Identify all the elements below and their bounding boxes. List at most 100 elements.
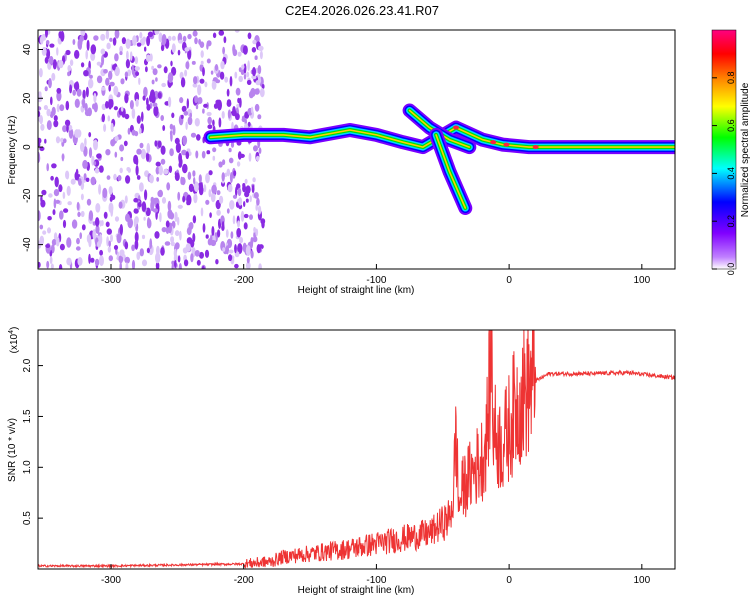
noise-speck [129, 51, 133, 61]
noise-speck [141, 234, 146, 240]
noise-speck [119, 261, 122, 269]
noise-speck [88, 147, 93, 159]
noise-speck [123, 140, 128, 147]
noise-speck [76, 201, 80, 211]
noise-speck [119, 249, 125, 257]
noise-speck [259, 50, 263, 60]
noise-speck [144, 46, 147, 52]
noise-speck [106, 42, 111, 50]
noise-speck [139, 248, 144, 257]
noise-speck [166, 182, 171, 191]
noise-speck [191, 60, 196, 65]
noise-speck [178, 263, 182, 269]
noise-speck [199, 41, 205, 48]
noise-speck [196, 134, 201, 141]
noise-speck [132, 35, 137, 46]
noise-speck [171, 112, 175, 119]
noise-speck [252, 39, 257, 45]
noise-speck [143, 86, 148, 98]
noise-speck [212, 119, 215, 127]
noise-speck [206, 58, 211, 64]
noise-speck [200, 60, 204, 65]
noise-speck [157, 140, 162, 148]
noise-speck [62, 219, 67, 229]
noise-speck [215, 79, 221, 84]
noise-speck [233, 170, 237, 177]
snr-multiplier: (x104) [8, 327, 20, 354]
noise-speck [44, 56, 49, 64]
noise-speck [152, 208, 159, 213]
noise-speck [133, 197, 139, 203]
noise-speck [131, 244, 136, 252]
noise-speck [160, 247, 165, 256]
noise-speck [238, 197, 243, 206]
noise-speck [152, 197, 159, 203]
noise-speck [56, 91, 62, 102]
colorbar: 0.0 0.2 0.4 0.6 0.8 Normalized spectral ampl… [711, 29, 750, 275]
noise-speck [243, 213, 249, 219]
noise-speck [77, 257, 83, 266]
noise-speck [39, 68, 43, 78]
noise-speck [100, 48, 106, 55]
noise-speck [163, 168, 169, 175]
noise-speck [125, 262, 129, 269]
noise-speck [42, 230, 47, 235]
noise-speck [152, 68, 158, 76]
noise-speck [60, 137, 64, 143]
noise-speck [108, 84, 111, 92]
noise-speck [45, 40, 50, 45]
noise-speck [155, 252, 161, 264]
noise-speck [139, 32, 143, 39]
noise-speck [243, 201, 246, 207]
noise-speck [100, 33, 106, 41]
snr-y-axis: 0.5 1.0 1.5 2.0 [22, 358, 43, 525]
noise-speck [254, 103, 260, 112]
noise-speck [110, 139, 116, 147]
noise-speck [139, 182, 144, 192]
noise-speck [242, 45, 248, 55]
noise-speck [53, 115, 58, 122]
noise-speck [53, 198, 57, 209]
noise-speck [253, 226, 256, 233]
noise-speck [160, 44, 165, 52]
noise-speck [221, 172, 225, 182]
noise-speck [127, 127, 131, 135]
noise-speck [158, 32, 163, 43]
noise-speck [46, 48, 51, 60]
noise-speck [146, 97, 149, 107]
noise-speck [197, 182, 203, 191]
noise-speck [190, 132, 197, 138]
noise-speck [257, 65, 262, 75]
noise-speck [146, 104, 151, 111]
noise-speck [124, 241, 129, 250]
noise-speck [210, 70, 214, 75]
x-tick-label: -200 [234, 275, 254, 286]
noise-speck [187, 33, 192, 40]
noise-speck [178, 39, 184, 44]
noise-speck [52, 59, 57, 70]
noise-speck [60, 30, 65, 42]
noise-speck [179, 230, 182, 241]
noise-speck [84, 109, 91, 117]
noise-speck [192, 233, 196, 243]
noise-speck [90, 176, 96, 186]
noise-speck [119, 167, 123, 174]
noise-speck [143, 216, 146, 221]
noise-speck [241, 64, 245, 70]
noise-speck [63, 208, 69, 213]
noise-speck [127, 69, 132, 77]
noise-speck [93, 161, 97, 166]
noise-speck [255, 204, 258, 211]
snr-x-label: Height of straight line (km) [298, 585, 415, 596]
noise-speck [226, 100, 232, 107]
noise-speck [88, 132, 92, 138]
noise-speck [39, 224, 44, 230]
noise-speck [102, 187, 108, 199]
noise-speck [173, 254, 178, 263]
noise-speck [108, 255, 114, 262]
noise-speck [251, 75, 257, 80]
noise-speck [202, 223, 206, 233]
noise-speck [76, 237, 80, 245]
noise-speck [180, 177, 186, 186]
noise-speck [93, 92, 97, 103]
